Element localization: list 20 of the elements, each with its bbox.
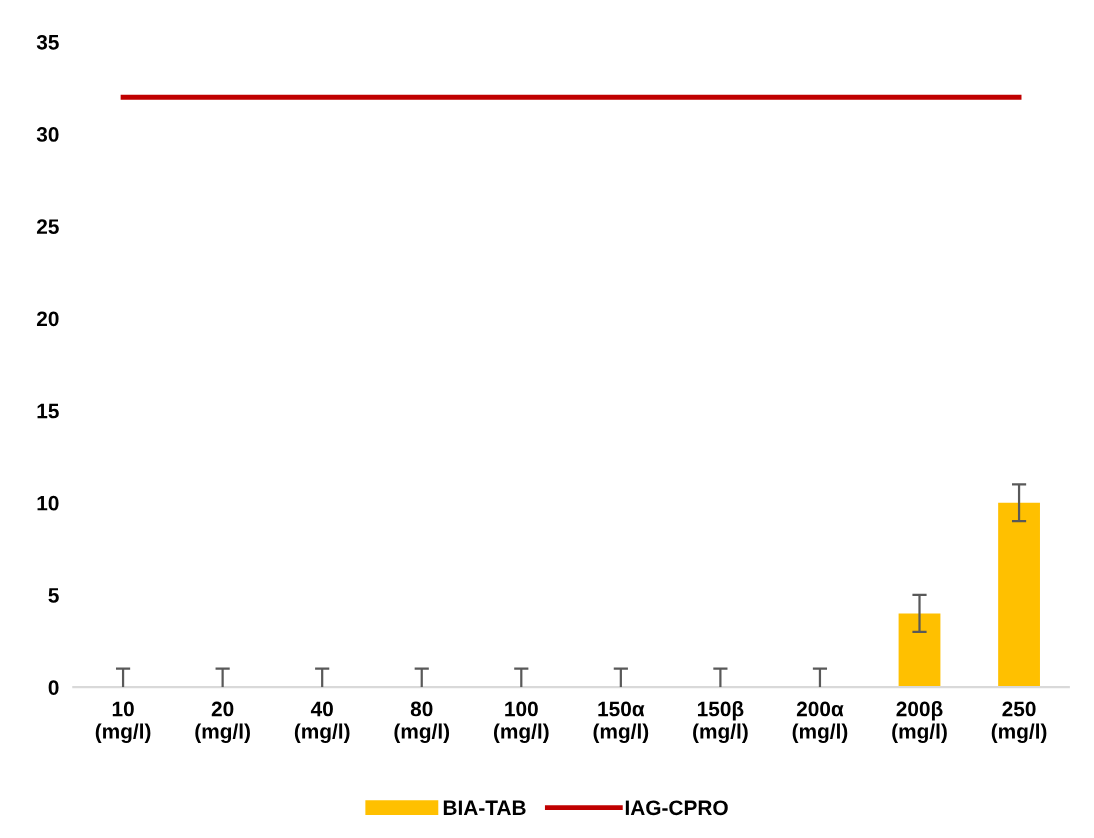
- y-tick-label: 5: [48, 588, 59, 603]
- y-tick-label: 25: [36, 219, 59, 235]
- legend-label: IAG-CPRO: [625, 800, 728, 816]
- x-tick-label: 250 (mg/l): [991, 701, 1047, 743]
- legend-label: BIA-TAB: [443, 800, 526, 815]
- x-tick-label: 200β (mg/l): [892, 701, 947, 743]
- y-tick-label: 20: [36, 311, 59, 327]
- x-tick-label: 150α (mg/l): [593, 701, 649, 743]
- y-tick-label: 30: [36, 127, 59, 142]
- y-tick-label: 0: [48, 680, 59, 695]
- x-tick-label: 20 (mg/l): [195, 701, 250, 743]
- x-tick-label: 80 (mg/l): [394, 701, 450, 743]
- x-tick-label: 40 (mg/l): [294, 701, 350, 743]
- x-tick-label: 100 (mg/l): [493, 701, 549, 743]
- y-tick-label: 35: [36, 34, 59, 50]
- y-tick-label: 10: [37, 495, 59, 511]
- x-tick-label: 150β (mg/l): [693, 701, 748, 743]
- x-tick-label: 10 (mg/l): [95, 701, 151, 743]
- y-tick-label: 15: [37, 403, 59, 419]
- x-tick-label: 200α (mg/l): [792, 701, 848, 743]
